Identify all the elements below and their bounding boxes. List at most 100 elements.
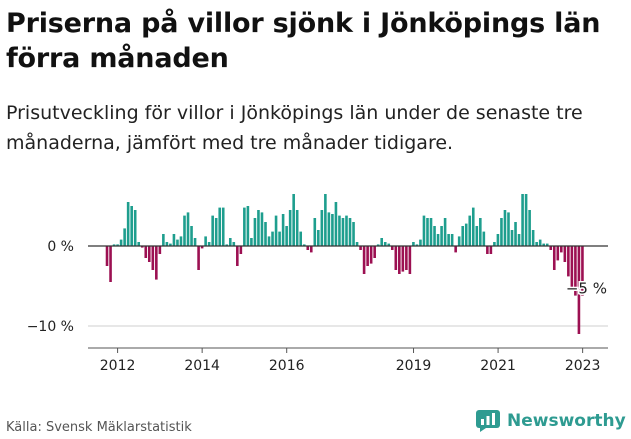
bar — [295, 210, 299, 246]
bar — [507, 212, 510, 246]
bar — [443, 218, 447, 246]
bar — [538, 239, 542, 246]
bar — [422, 215, 426, 246]
source-note: Källa: Svensk Mäklarstatistik — [6, 420, 192, 435]
bar — [570, 246, 574, 288]
bar — [581, 246, 584, 296]
bar — [225, 244, 229, 246]
bar — [556, 246, 560, 261]
bar — [338, 215, 341, 246]
bar — [493, 242, 496, 246]
bar — [362, 246, 366, 274]
bar — [366, 246, 369, 266]
bar — [352, 222, 355, 246]
bar — [345, 215, 348, 246]
bar — [496, 234, 500, 246]
bar — [123, 228, 126, 246]
bar — [221, 207, 225, 246]
bar — [126, 202, 130, 246]
bar — [260, 212, 264, 246]
bar — [105, 246, 109, 266]
bar — [528, 210, 531, 246]
bar — [179, 236, 183, 246]
bar — [440, 226, 443, 246]
bar — [436, 234, 440, 246]
bar — [271, 231, 274, 246]
bar — [454, 246, 457, 253]
bar — [204, 236, 207, 246]
bar — [429, 218, 433, 246]
bar — [398, 246, 401, 274]
bar — [426, 218, 429, 246]
bar — [186, 212, 190, 246]
bar — [116, 244, 119, 246]
x-tick-label: 2016 — [269, 358, 305, 374]
bar — [211, 215, 214, 246]
bar — [479, 218, 482, 246]
bar — [130, 206, 133, 246]
chart-subtitle: Prisutveckling för villor i Jönköpings l… — [6, 102, 583, 154]
bar — [383, 242, 387, 246]
bar — [468, 215, 472, 246]
bar — [250, 238, 253, 246]
bar — [183, 215, 186, 246]
bar — [419, 239, 422, 246]
bar — [162, 234, 165, 246]
bar — [302, 244, 306, 246]
bar — [112, 244, 116, 246]
bar — [517, 234, 521, 246]
bar — [214, 218, 218, 246]
bar — [373, 246, 376, 258]
bar — [394, 246, 398, 270]
bar — [563, 246, 567, 262]
x-tick-label: 2012 — [100, 358, 136, 374]
bar — [560, 246, 563, 253]
bar — [218, 207, 222, 246]
bar — [369, 246, 373, 264]
bar — [376, 244, 380, 246]
bar — [306, 246, 310, 250]
bar — [341, 218, 345, 246]
bar — [415, 244, 419, 246]
bar — [334, 202, 338, 246]
bar — [137, 242, 141, 246]
bar — [133, 210, 137, 246]
bar — [355, 242, 359, 246]
bar — [521, 194, 524, 246]
bar — [292, 194, 295, 246]
bar — [119, 239, 123, 246]
bar — [158, 246, 162, 254]
bar — [552, 246, 556, 270]
newsworthy-logo-text: Newsworthy — [507, 411, 626, 431]
bar — [288, 210, 292, 246]
bar — [577, 246, 581, 334]
x-tick-label: 2014 — [184, 358, 220, 374]
bar — [274, 215, 278, 246]
bar — [172, 234, 176, 246]
bar — [457, 236, 461, 246]
bar — [193, 238, 197, 246]
bar — [433, 226, 436, 246]
bar — [324, 194, 327, 246]
bar — [486, 246, 489, 254]
bar — [317, 230, 320, 246]
bar — [197, 246, 200, 270]
bar — [313, 218, 317, 246]
bar — [147, 246, 151, 262]
newsworthy-logo-icon — [476, 410, 500, 432]
bar — [475, 226, 479, 246]
bar — [155, 246, 158, 280]
bar — [401, 246, 405, 272]
bar — [545, 243, 549, 246]
x-tick-label: 2023 — [565, 358, 601, 374]
bar — [264, 222, 267, 246]
bar — [165, 242, 169, 246]
bar — [243, 207, 246, 246]
bar — [500, 218, 503, 246]
x-tick-label: 2021 — [480, 358, 516, 374]
bar — [412, 242, 415, 246]
bar — [309, 246, 313, 253]
bar — [510, 230, 514, 246]
bar — [471, 207, 475, 246]
bar — [461, 226, 465, 246]
